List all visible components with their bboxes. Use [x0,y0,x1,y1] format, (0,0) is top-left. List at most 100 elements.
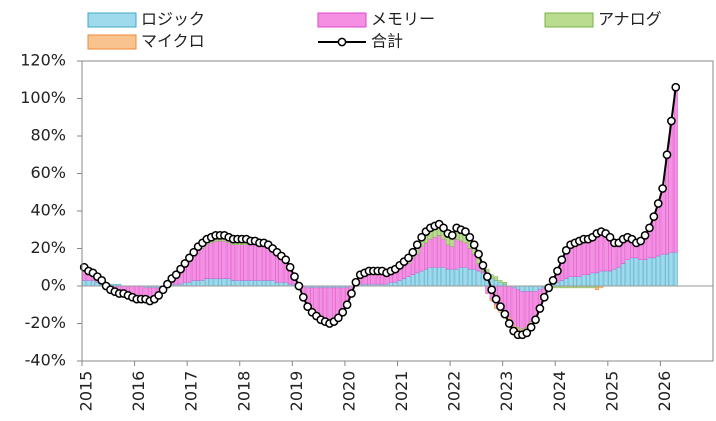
bar [213,278,218,287]
bar [594,272,599,287]
bar [266,280,271,287]
bar [572,276,577,287]
bar [498,280,503,283]
y-tick-label: 120% [20,51,66,70]
bar [476,270,481,287]
bar [524,291,529,328]
bar [660,190,665,255]
bar [402,278,407,287]
legend-label: アナログ [598,10,662,29]
bar [516,285,521,290]
total-marker [97,276,107,285]
bar [432,237,437,268]
x-tick-label: 2018 [234,371,253,412]
bar [226,278,231,287]
total-marker [281,255,291,265]
bar [673,252,678,287]
bar [218,278,223,287]
bar [235,280,240,287]
bar [533,291,538,317]
bar [397,280,402,287]
total-marker [526,322,536,332]
bar [564,278,569,287]
x-tick-label: 2020 [339,371,358,412]
total-marker [294,281,304,291]
bar [673,88,678,253]
bar [182,282,187,287]
total-marker [439,223,448,233]
bar [529,285,534,292]
bar [428,238,433,268]
bar [191,280,196,287]
bar [244,244,249,281]
total-marker [474,249,483,259]
bar [248,244,253,281]
legend-label: 合計 [371,32,403,51]
bar [415,272,420,287]
bar [445,268,450,287]
bar [445,237,450,245]
total-marker [171,270,181,280]
bar [520,291,525,330]
bar [594,287,599,290]
total-marker [500,309,510,319]
bar [261,280,266,287]
total-marker [561,246,571,255]
bar [86,280,91,287]
legend-label: マイクロ [141,32,205,51]
total-marker [465,232,475,242]
bar [388,282,393,287]
bar [520,285,525,292]
bar [235,244,240,281]
bar [253,244,258,281]
bar [393,282,398,287]
bar [406,276,411,287]
bar [209,278,214,287]
bar [274,282,279,287]
bar [266,246,271,281]
bar [331,287,336,319]
bar [656,205,661,257]
y-tick-label: -40% [25,351,66,370]
total-marker [408,247,418,257]
x-tick-label: 2017 [182,371,201,412]
legend-swatch [544,12,594,28]
bar [187,282,192,287]
y-tick-label: 20% [30,238,66,257]
total-marker [189,247,199,257]
bar [200,280,205,287]
total-marker [342,300,352,310]
bar [664,253,669,287]
bar [586,274,591,287]
total-marker [649,212,659,221]
total-marker [158,285,168,295]
bar [283,282,288,287]
bar [669,122,674,253]
x-tick-label: 2024 [550,371,569,412]
bar [204,244,209,279]
total-marker [338,307,348,317]
total-marker [163,279,172,289]
legend-label: メモリー [371,10,435,29]
total-marker [605,232,615,242]
bar [494,280,499,287]
bar [257,244,262,281]
bar [669,252,674,287]
bar [239,244,244,281]
bar [244,280,249,287]
bar [314,287,319,313]
total-marker [640,231,650,240]
y-tick-label: 60% [30,163,66,182]
bar [577,276,582,287]
total-marker [447,231,457,240]
total-marker [333,313,343,323]
bar [634,257,639,287]
bar [647,257,652,287]
bar [213,240,218,279]
bar [511,287,516,326]
total-marker [285,262,295,272]
bar [388,274,393,283]
x-tick-label: 2019 [287,371,306,412]
bar [423,242,428,270]
y-tick-label: 100% [20,88,66,107]
